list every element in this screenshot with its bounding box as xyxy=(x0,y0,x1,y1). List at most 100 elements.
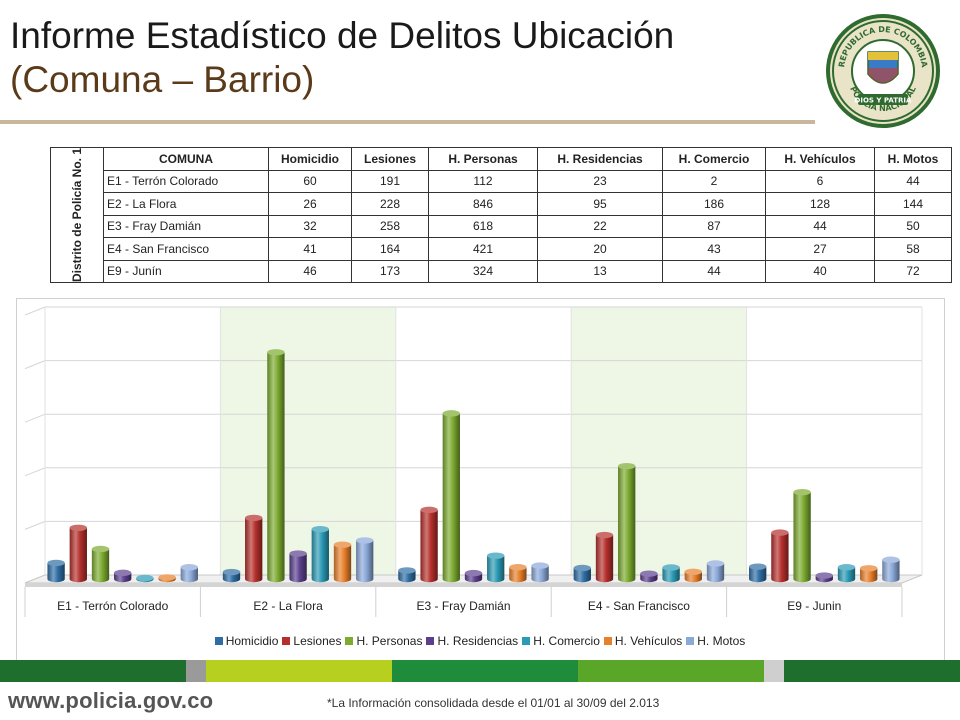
value-cell: 72 xyxy=(874,259,952,284)
gridline-side xyxy=(24,520,46,530)
footer-band-segment xyxy=(764,660,784,682)
bar-cap-1-1 xyxy=(245,514,263,522)
bar-5-2 xyxy=(509,567,527,583)
bar-2-4 xyxy=(793,492,811,583)
legend-swatch xyxy=(603,637,612,645)
value-cell: 43 xyxy=(662,237,766,261)
legend-item: H. Motos xyxy=(686,634,745,648)
legend-swatch xyxy=(686,637,695,645)
value-cell: 87 xyxy=(662,214,766,238)
comuna-cell: E9 - Junín xyxy=(103,259,269,284)
bar-6-3 xyxy=(706,563,725,583)
footer-band-segment xyxy=(784,660,960,682)
table-row: E4 - San Francisco 41 164 421 20 43 27 58 xyxy=(51,237,952,261)
value-cell: 228 xyxy=(351,192,429,216)
value-cell: 41 xyxy=(268,237,352,261)
comuna-cell: E3 - Fray Damián xyxy=(103,214,269,238)
bar-cap-2-0 xyxy=(91,545,110,553)
value-cell: 324 xyxy=(428,259,538,284)
value-cell: 26 xyxy=(268,192,352,216)
legend-item: Homicidio xyxy=(214,634,278,648)
legend-item: Lesiones xyxy=(282,634,341,648)
value-cell: 46 xyxy=(268,259,352,284)
value-cell: 112 xyxy=(428,169,538,193)
category-label: E2 - La Flora xyxy=(253,599,323,613)
bar-2-1 xyxy=(267,352,285,583)
bar-1-1 xyxy=(245,517,263,583)
bar-0-4 xyxy=(749,566,767,583)
bar-3-1 xyxy=(289,553,307,583)
table-header-row: Distrito de Policía No. 1 COMUNA Homicidio… xyxy=(50,146,952,284)
bar-cap-4-1 xyxy=(311,525,329,533)
legend-swatch xyxy=(282,637,291,645)
district-label: Distrito de Policía No. 1 xyxy=(70,148,84,283)
statistics-table: Distrito de Policía No. 1 COMUNA Homicidio… xyxy=(50,146,952,284)
bar-cap-3-1 xyxy=(289,550,307,557)
comuna-cell: E2 - La Flora xyxy=(103,192,269,216)
chart-frame: E1 - Terrón Colorado E2 - La Flora E3 - Fr… xyxy=(16,298,945,663)
bar-chart: E1 - Terrón Colorado E2 - La Flora E3 - Fr… xyxy=(24,306,923,617)
value-cell: 27 xyxy=(765,237,875,261)
value-cell: 421 xyxy=(428,237,538,261)
table-header-cell: Homicidio xyxy=(268,147,352,171)
table-header-cell: H. Comercio xyxy=(662,147,766,171)
value-cell: 846 xyxy=(428,192,538,216)
bar-1-0 xyxy=(69,527,87,583)
bar-2-2 xyxy=(442,413,460,583)
bar-cap-3-3 xyxy=(640,570,658,577)
legend-label: H. Comercio xyxy=(533,634,600,648)
value-cell: 618 xyxy=(428,214,538,238)
footer-band-segment xyxy=(0,660,186,682)
bar-cap-5-4 xyxy=(860,565,878,572)
table-row: E1 - Terrón Colorado 60 191 112 23 2 6 44 xyxy=(51,169,952,193)
footer-note: *La Información consolidada desde el 01/… xyxy=(327,696,660,710)
gridline-side xyxy=(24,467,46,477)
bar-2-3 xyxy=(618,466,636,583)
legend-swatch xyxy=(214,637,223,645)
bar-cap-0-1 xyxy=(222,568,241,576)
legend-swatch xyxy=(345,637,354,645)
bar-cap-5-1 xyxy=(333,541,352,548)
bar-6-2 xyxy=(531,565,549,583)
table-header-cell: H. Vehículos xyxy=(765,147,875,171)
table-header-cell: H. Motos xyxy=(874,147,952,171)
bar-cap-1-2 xyxy=(420,506,438,514)
gridline-side xyxy=(24,360,46,370)
bar-cap-2-3 xyxy=(618,462,636,470)
bar-cap-4-2 xyxy=(487,552,505,559)
category-label: E9 - Junin xyxy=(787,599,841,613)
bar-cap-2-2 xyxy=(442,410,460,417)
bar-cap-0-2 xyxy=(398,567,416,574)
bar-5-1 xyxy=(333,544,352,583)
footer-band-segment xyxy=(392,660,578,682)
bar-cap-0-4 xyxy=(749,563,767,570)
value-cell: 173 xyxy=(351,259,429,284)
legend-item: H. Vehículos xyxy=(603,634,682,648)
legend-item: H. Residencias xyxy=(426,634,518,648)
value-cell: 44 xyxy=(662,259,766,284)
value-cell: 2 xyxy=(662,169,766,193)
value-cell: 60 xyxy=(268,169,352,193)
bar-cap-0-3 xyxy=(573,564,591,572)
footer-band-segment xyxy=(578,660,764,682)
value-cell: 258 xyxy=(351,214,429,238)
bar-1-4 xyxy=(771,532,789,583)
legend-swatch xyxy=(426,637,435,645)
bar-1-3 xyxy=(595,535,614,583)
district-label-cell: Distrito de Policía No. 1 xyxy=(50,146,104,284)
bar-cap-6-2 xyxy=(531,562,549,569)
wall-band xyxy=(571,307,747,575)
value-cell: 6 xyxy=(765,169,875,193)
value-cell: 128 xyxy=(765,192,875,216)
bar-4-2 xyxy=(487,555,505,583)
bar-cap-3-2 xyxy=(464,569,483,577)
bar-cap-3-0 xyxy=(114,569,132,577)
value-cell: 40 xyxy=(765,259,875,284)
value-cell: 144 xyxy=(874,192,952,216)
table-row: E3 - Fray Damián 32 258 618 22 87 44 50 xyxy=(51,214,952,238)
bar-cap-6-0 xyxy=(180,564,198,571)
value-cell: 164 xyxy=(351,237,429,261)
police-seal-logo: REPUBLICA DE COLOMBIA POLICIA NACIONAL D… xyxy=(826,14,940,128)
bar-cap-2-1 xyxy=(267,349,285,356)
bar-6-4 xyxy=(882,559,900,583)
